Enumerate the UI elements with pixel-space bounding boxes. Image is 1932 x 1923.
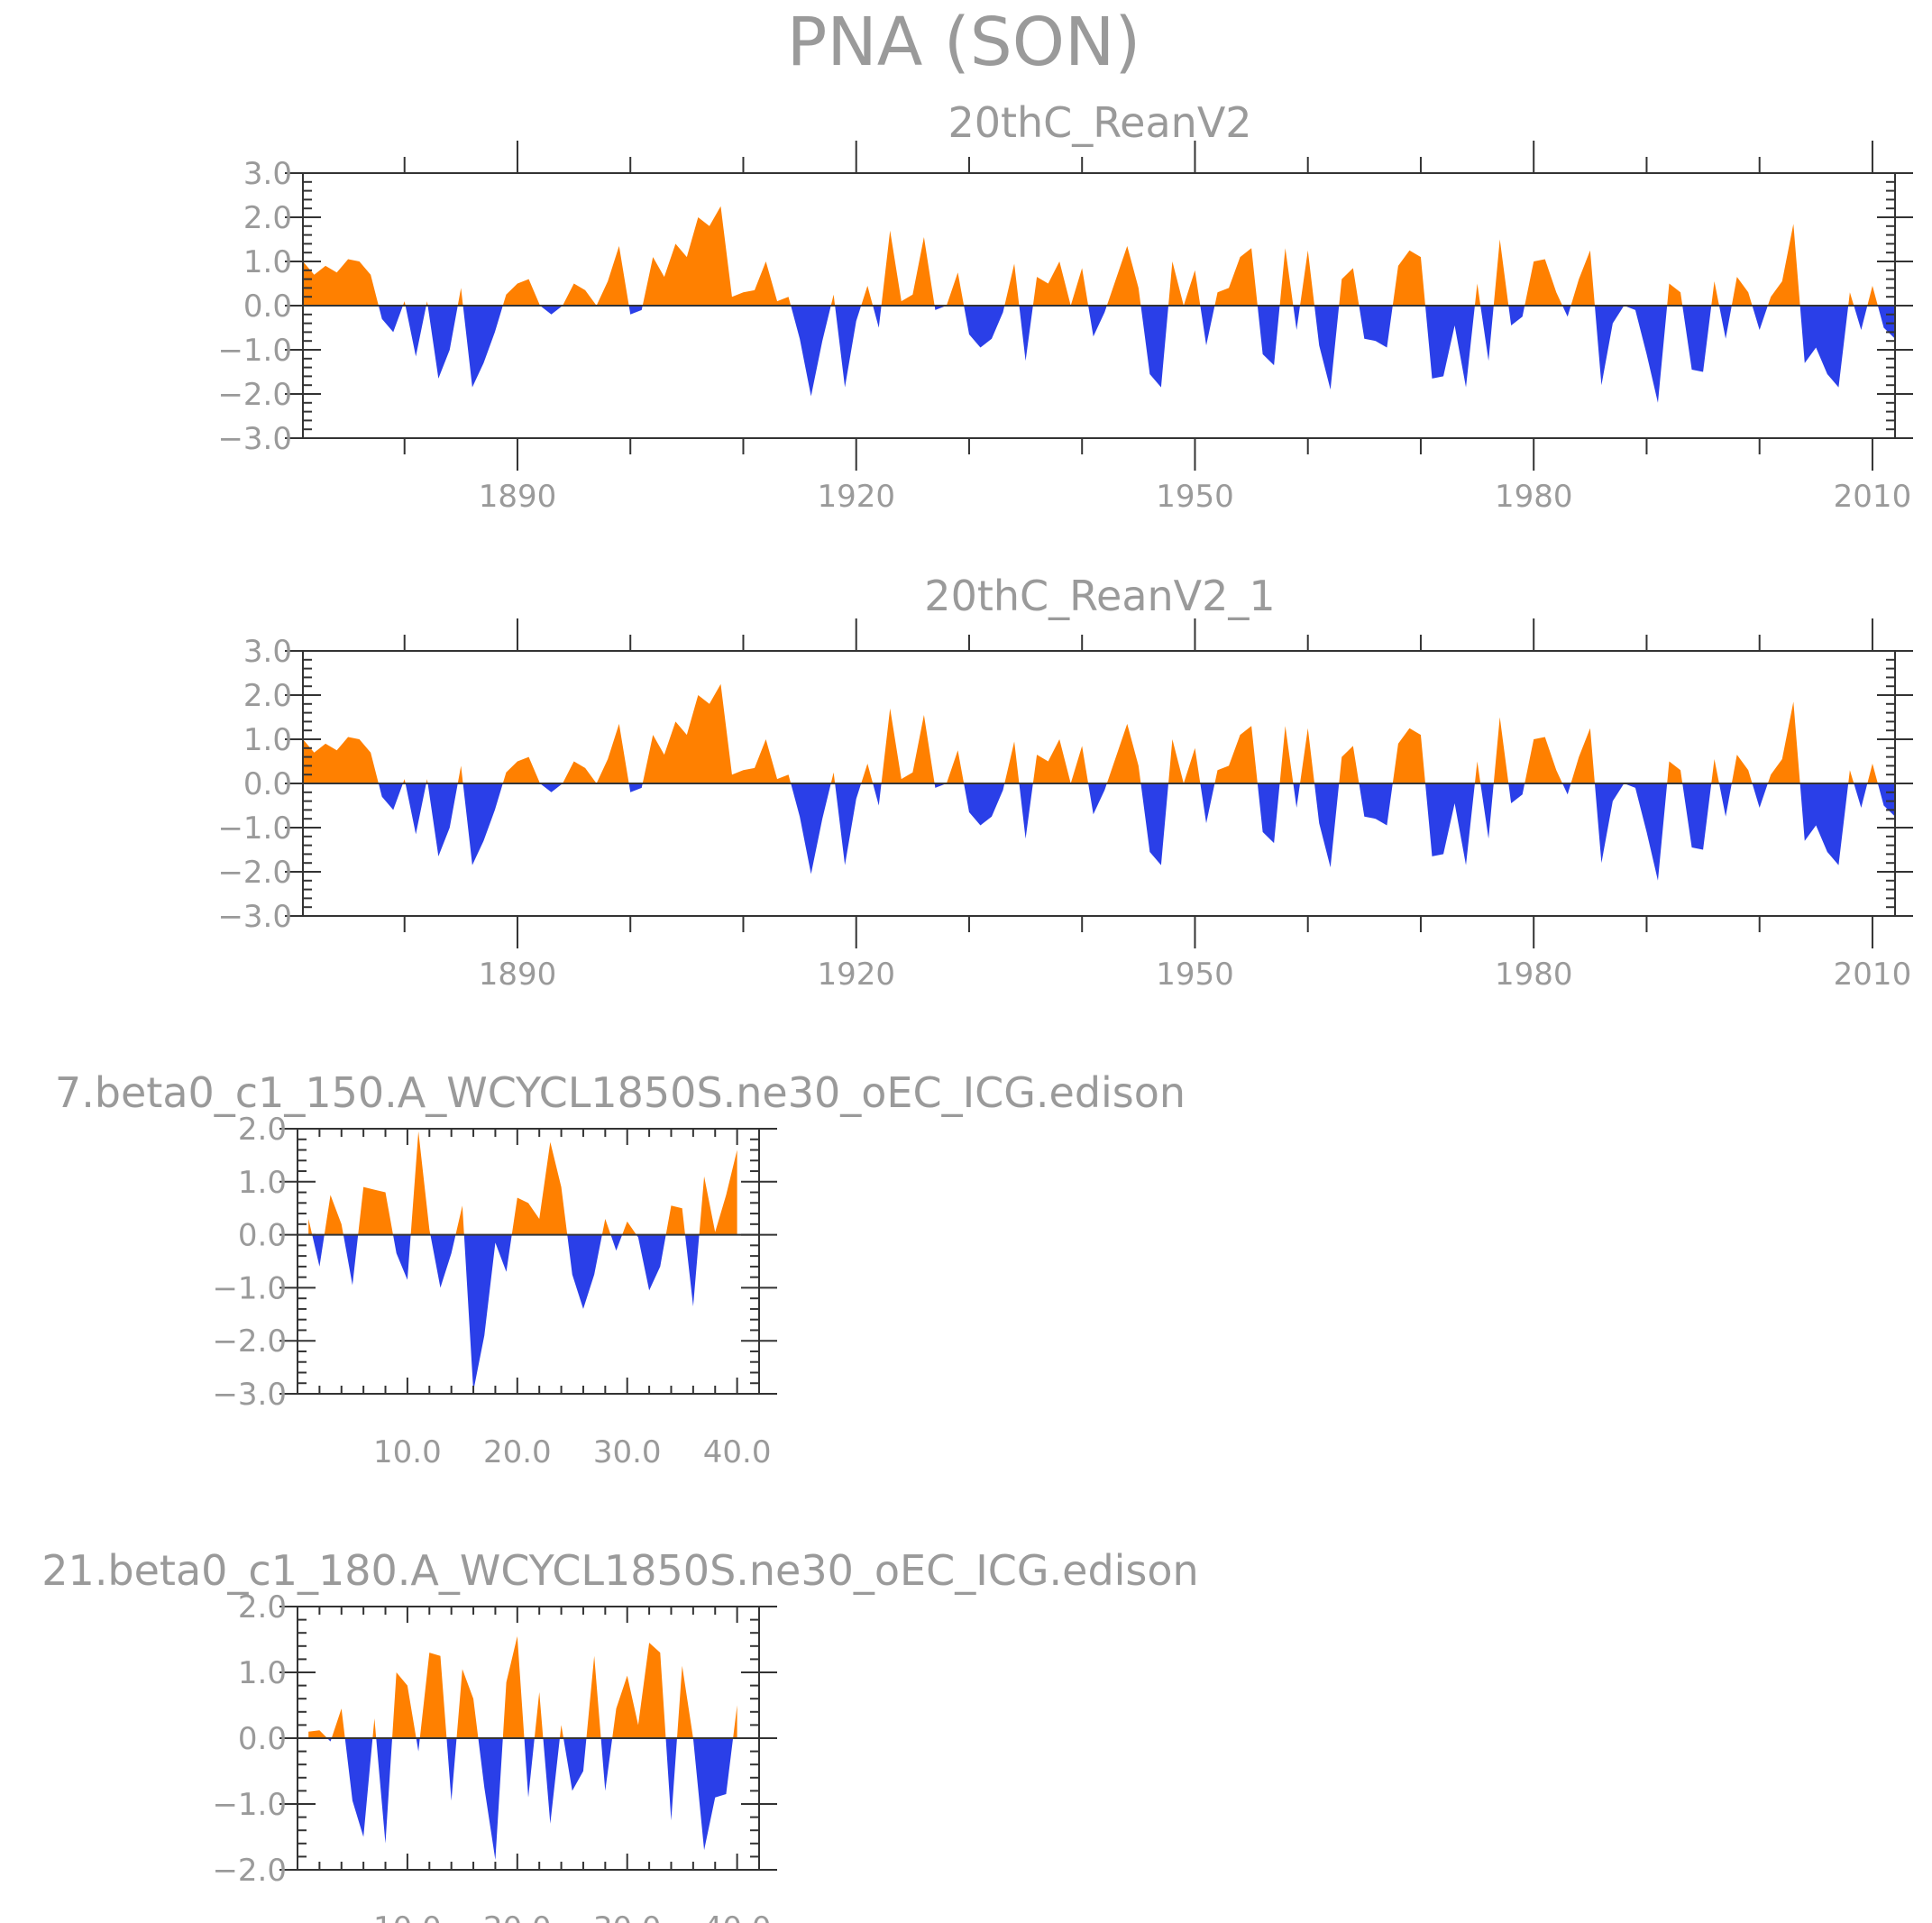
- positive-area: [308, 1131, 737, 1235]
- y-tick-label: −1.0: [212, 1787, 287, 1823]
- panel-title: 20thC_ReanV2: [948, 98, 1251, 147]
- x-tick-label: 2010: [1834, 957, 1912, 993]
- y-tick-label: 0.0: [238, 1721, 287, 1757]
- x-tick-label: 10.0: [373, 1434, 442, 1470]
- series-area: [303, 206, 1895, 403]
- panel-title: 7.beta0_c1_150.A_WCYCL1850S.ne30_oEC_ICG…: [55, 1068, 1186, 1117]
- y-tick-label: −3.0: [212, 1377, 287, 1413]
- x-tick-label: 10.0: [373, 1910, 442, 1923]
- y-tick-label: −1.0: [212, 1270, 287, 1306]
- x-tick-label: 40.0: [703, 1910, 772, 1923]
- chart-panel-4: 21.beta0_c1_180.A_WCYCL1850S.ne30_oEC_IC…: [41, 1546, 1198, 1923]
- panel-title: 20thC_ReanV2_1: [924, 572, 1275, 620]
- y-tick-label: 1.0: [243, 244, 292, 280]
- y-tick-label: 3.0: [243, 634, 292, 670]
- y-tick-label: 2.0: [243, 678, 292, 714]
- y-tick-label: 0.0: [243, 766, 292, 802]
- x-tick-label: 20.0: [483, 1910, 552, 1923]
- x-tick-label: 1920: [817, 957, 895, 993]
- x-tick-label: 30.0: [593, 1434, 662, 1470]
- x-tick-label: 40.0: [703, 1434, 772, 1470]
- axis-frame: [297, 1128, 760, 1395]
- y-tick-label: −2.0: [217, 855, 292, 891]
- y-tick-label: −1.0: [217, 333, 292, 369]
- series-area: [303, 683, 1895, 881]
- y-tick-label: 1.0: [243, 722, 292, 758]
- negative-area: [303, 306, 1895, 403]
- series-area: [308, 1131, 737, 1392]
- y-tick-label: −2.0: [212, 1853, 287, 1889]
- x-tick-label: 1920: [817, 479, 895, 515]
- positive-area: [303, 683, 1895, 783]
- negative-area: [303, 783, 1895, 881]
- x-tick-label: 1890: [479, 957, 557, 993]
- chart-panel-1: 20thC_ReanV2 −3.0 −2.0 −1.0 0.0 1.0 2.0 3.0 1890…: [217, 98, 1913, 515]
- x-tick-label: 20.0: [483, 1434, 552, 1470]
- x-tick-label: 1950: [1156, 957, 1234, 993]
- panels: 20thC_ReanV2 −3.0 −2.0 −1.0 0.0 1.0 2.0 3.0 1890…: [41, 98, 1913, 1923]
- x-tick-label: 2010: [1834, 479, 1912, 515]
- series-area: [308, 1635, 737, 1861]
- y-tick-label: 0.0: [243, 288, 292, 325]
- x-tick-label: 1980: [1495, 957, 1573, 993]
- y-tick-label: 1.0: [238, 1655, 287, 1691]
- y-tick-label: −3.0: [217, 421, 292, 457]
- chart-panel-2: 20thC_ReanV2_1 −3.0 −2.0 −1.0 0.0 1.0 2.0 3.0 18…: [217, 572, 1913, 993]
- positive-area: [303, 206, 1895, 306]
- y-tick-label: −3.0: [217, 899, 292, 935]
- y-tick-label: 2.0: [243, 200, 292, 236]
- y-tick-label: 3.0: [243, 156, 292, 192]
- x-tick-label: 1890: [479, 479, 557, 515]
- x-tick-label: 1980: [1495, 479, 1573, 515]
- y-tick-label: 2.0: [238, 1589, 287, 1625]
- y-tick-label: −2.0: [217, 377, 292, 413]
- y-tick-label: −2.0: [212, 1323, 287, 1360]
- y-tick-label: 1.0: [238, 1165, 287, 1201]
- x-tick-label: 1950: [1156, 479, 1234, 515]
- y-tick-label: 0.0: [238, 1218, 287, 1254]
- negative-area: [308, 1234, 737, 1392]
- x-tick-label: 30.0: [593, 1910, 662, 1923]
- main-title: PNA (SON): [787, 4, 1140, 81]
- y-tick-label: −1.0: [217, 810, 292, 847]
- negative-area: [308, 1738, 737, 1861]
- chart-panel-3: 7.beta0_c1_150.A_WCYCL1850S.ne30_oEC_ICG…: [55, 1068, 1186, 1470]
- panel-title: 21.beta0_c1_180.A_WCYCL1850S.ne30_oEC_IC…: [41, 1546, 1198, 1595]
- positive-area: [308, 1635, 737, 1738]
- y-tick-label: 2.0: [238, 1112, 287, 1148]
